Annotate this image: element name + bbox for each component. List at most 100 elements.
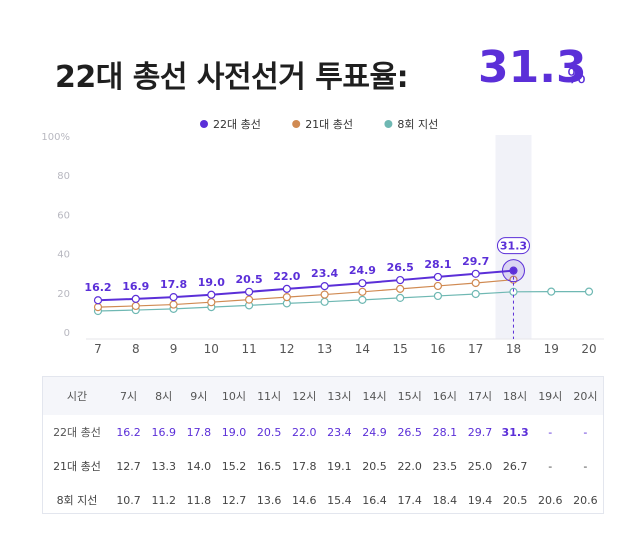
current-label-pill	[496, 237, 530, 255]
table-cell: 20.5	[502, 493, 528, 507]
table-cell: 10.7	[116, 493, 141, 507]
table-cell: -	[548, 459, 553, 473]
table-cell: 14.6	[292, 493, 317, 507]
table-row-label: 22대 총선	[53, 426, 101, 439]
table-cell: 13.3	[151, 459, 176, 473]
table-cell: 20.6	[538, 493, 563, 507]
y-tick-label: 40	[57, 250, 70, 261]
table-cell: 29.7	[467, 425, 493, 439]
table-corner-header: 시간	[43, 377, 111, 415]
table-cell: -	[548, 425, 553, 439]
y-tick-label: 0	[64, 328, 70, 339]
data-point-s22	[244, 287, 254, 296]
series-line-s21	[97, 279, 514, 308]
data-point-s8	[547, 287, 556, 296]
data-label-s22: 16.9	[122, 280, 149, 293]
x-tick-label: 7	[94, 342, 102, 356]
current-point	[510, 267, 517, 274]
data-point-s8	[320, 297, 329, 306]
table-hour-header: 16시	[427, 377, 463, 415]
headline-unit: %	[567, 64, 587, 88]
table-cell: 17.4	[397, 493, 422, 507]
y-tick-label: 60	[57, 210, 70, 221]
table-cell: 16.9	[151, 425, 176, 439]
table-cell: 17.8	[292, 459, 317, 473]
x-tick-label: 8	[132, 342, 140, 356]
x-tick-label: 11	[241, 342, 256, 356]
data-label-s22: 19.0	[198, 276, 225, 289]
data-point-s8	[358, 295, 367, 304]
table-hour-header: 17시	[462, 377, 498, 415]
x-tick-label: 12	[279, 342, 294, 356]
data-point-s22	[471, 269, 480, 278]
table-hour-header: 8시	[146, 377, 182, 415]
table-row-label: 21대 총선	[53, 460, 101, 473]
legend-marker	[200, 120, 208, 128]
table-cell: 17.8	[186, 425, 212, 439]
x-tick-label: 13	[317, 342, 332, 356]
data-point-s8	[396, 293, 405, 302]
table-cell: 22.0	[397, 459, 422, 473]
data-label-s22: 28.1	[424, 258, 451, 271]
series-line-s8	[97, 291, 590, 312]
x-tick-label: 16	[430, 342, 445, 356]
x-tick-label: 19	[544, 342, 559, 356]
table-cell: 15.2	[221, 459, 247, 473]
data-point-s8	[433, 291, 443, 301]
table-cell: 16.5	[256, 459, 282, 473]
data-point-s21	[93, 303, 103, 312]
table-cell: -	[583, 425, 588, 439]
data-point-s22	[207, 290, 216, 299]
data-point-s21	[131, 301, 140, 311]
table-hour-header: 7시	[111, 377, 147, 415]
table-cell: 16.2	[116, 425, 141, 439]
x-tick-label: 9	[170, 342, 178, 356]
table-cell: 18.4	[432, 493, 458, 507]
data-point-s21	[282, 293, 291, 302]
table-cell: 24.9	[362, 425, 387, 439]
table-cell: 19.1	[327, 459, 352, 473]
data-point-s22	[433, 272, 443, 282]
data-point-s21	[396, 284, 405, 293]
data-point-s22	[396, 275, 405, 285]
data-point-s21	[244, 295, 254, 304]
legend-marker	[292, 120, 301, 128]
table-row: 8회 지선 10.7 11.2 11.8 12.7 13.6 14.6 15.4 16.4 17.…	[43, 483, 603, 517]
table-cell: 20.5	[256, 425, 282, 439]
table-cell: 23.5	[432, 459, 458, 473]
table-cell: 20.5	[362, 459, 387, 473]
data-point-s22	[93, 296, 103, 305]
x-tick-label: 10	[204, 342, 219, 356]
table-hour-header: 19시	[532, 377, 568, 415]
table-cell: 12.7	[116, 459, 141, 473]
legend-marker	[384, 120, 393, 128]
data-label-s22: 26.5	[387, 261, 414, 274]
x-tick-label: 14	[355, 342, 370, 356]
table-hour-header: 20시	[567, 377, 603, 415]
table-cell: 22.0	[292, 425, 317, 439]
legend-label: 21대 총선	[305, 118, 353, 131]
data-point-s21	[358, 287, 367, 296]
data-point-s8	[584, 287, 594, 296]
table-cell: 14.0	[186, 459, 212, 473]
data-point-s21	[207, 298, 216, 307]
table-row-label: 8회 지선	[56, 494, 98, 507]
data-point-s22	[131, 294, 140, 303]
headline-label: 22대 총선 사전선거 투표율:	[55, 60, 409, 95]
data-label-s22: 23.4	[311, 267, 338, 280]
y-tick-label: 20	[57, 289, 70, 300]
headline-value: 31.3	[478, 42, 587, 93]
turnout-table: 시간 7시 8시 9시 10시 11시 12시 13시 14시 15시 16시 17시 18시 19시 2…	[42, 376, 604, 514]
table-hour-header: 15시	[392, 377, 428, 415]
data-label-s22: 29.7	[462, 255, 489, 268]
table-row: 21대 총선 12.7 13.3 14.0 15.2 16.5 17.8 19.1 20.5 22…	[43, 449, 603, 483]
table-cell: 13.6	[256, 493, 282, 507]
data-point-s21	[471, 278, 480, 288]
table-cell: 15.4	[327, 493, 352, 507]
data-label-s22: 22.0	[273, 270, 300, 283]
table-hour-header: 11시	[251, 377, 287, 415]
data-point-s22	[358, 279, 367, 288]
table-cell: 23.4	[327, 425, 352, 439]
data-point-s22	[320, 282, 329, 291]
data-label-s22: 24.9	[349, 264, 376, 277]
